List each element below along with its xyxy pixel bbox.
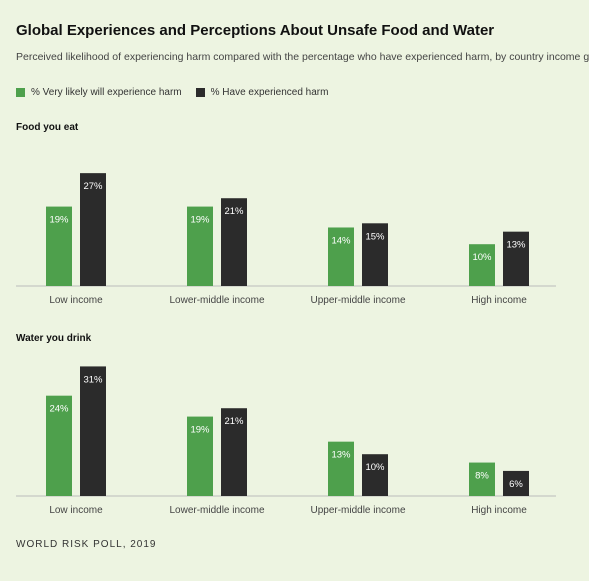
food-bar-likely-0 (46, 206, 72, 286)
food-data-label-experienced-0: 27% (83, 181, 103, 192)
water-bar-experienced-2 (362, 454, 388, 496)
water-category-label-1: Lower-middle income (169, 505, 264, 516)
legend-label-likely: % Very likely will experience harm (31, 87, 182, 98)
food-data-label-experienced-3: 13% (506, 240, 526, 251)
legend: % Very likely will experience harm % Hav… (16, 87, 342, 98)
panel-title-water: Water you drink (16, 333, 92, 344)
food-bar-likely-3 (469, 244, 495, 286)
legend-item-experienced: % Have experienced harm (195, 87, 329, 98)
food-data-label-experienced-2: 15% (365, 231, 385, 242)
water-bar-likely-2 (328, 441, 354, 496)
water-data-label-experienced-0: 31% (83, 374, 103, 385)
legend-swatch-likely (16, 88, 25, 97)
panel-title-food: Food you eat (16, 122, 79, 133)
chart-title: Global Experiences and Perceptions About… (16, 22, 495, 39)
food-bar-experienced-1 (221, 198, 247, 286)
water-data-label-likely-0: 24% (49, 404, 69, 415)
water-category-label-0: Low income (49, 505, 103, 516)
food-data-label-likely-0: 19% (49, 215, 69, 226)
water-bar-experienced-1 (221, 408, 247, 496)
food-data-label-likely-1: 19% (190, 215, 210, 226)
food-bar-experienced-0 (80, 173, 106, 286)
water-bar-experienced-0 (80, 366, 106, 496)
legend-item-likely: % Very likely will experience harm (16, 87, 182, 98)
chart-subtitle: Perceived likelihood of experiencing har… (16, 51, 589, 63)
water-data-label-experienced-2: 10% (365, 462, 385, 473)
water-data-label-experienced-1: 21% (224, 416, 244, 427)
food-bar-experienced-3 (503, 231, 529, 286)
water-category-label-3: High income (471, 505, 527, 516)
water-bar-likely-1 (187, 416, 213, 496)
water-bar-experienced-3 (503, 470, 529, 496)
food-category-label-2: Upper-middle income (310, 295, 405, 306)
water-data-label-experienced-3: 6% (509, 479, 523, 490)
legend-swatch-experienced (195, 88, 205, 97)
water-bar-likely-0 (46, 395, 72, 496)
water-bar-likely-3 (469, 462, 495, 496)
food-category-label-3: High income (471, 295, 527, 306)
food-category-label-0: Low income (49, 295, 103, 306)
food-data-label-likely-2: 14% (331, 235, 351, 246)
food-data-label-experienced-1: 21% (224, 206, 244, 217)
legend-label-experienced: % Have experienced harm (210, 87, 329, 98)
food-bar-likely-2 (328, 227, 354, 286)
food-bar-experienced-2 (362, 223, 388, 286)
source-note: WORLD RISK POLL, 2019 (16, 539, 157, 550)
food-chart: 19% 27% Low income 19% 21% Lower-middle incom… (16, 173, 556, 306)
food-data-label-likely-3: 10% (472, 252, 492, 263)
water-data-label-likely-2: 13% (331, 450, 351, 461)
food-category-label-1: Lower-middle income (169, 295, 264, 306)
water-data-label-likely-3: 8% (475, 471, 489, 482)
water-data-label-likely-1: 19% (190, 425, 210, 436)
water-chart: 24% 31% Low income 19% 21% Lower-middle incom… (16, 366, 556, 516)
water-category-label-2: Upper-middle income (310, 505, 405, 516)
food-bar-likely-1 (187, 206, 213, 286)
